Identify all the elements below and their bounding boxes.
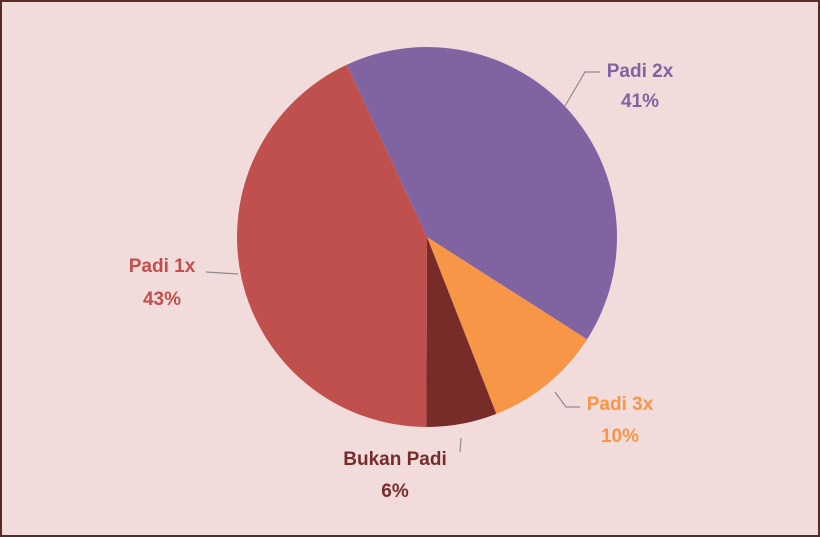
leader-line (554, 391, 580, 408)
pie-slice (426, 237, 497, 427)
pie-slice (346, 46, 618, 340)
slice-value-label: 43% (143, 289, 181, 310)
leader-line (459, 437, 462, 453)
slice-label: Padi 3x (587, 394, 654, 415)
slice-value-label: 41% (621, 91, 659, 112)
slice-label: Bukan Padi (343, 449, 446, 470)
slice-label: Padi 1x (129, 256, 196, 277)
leader-line (564, 71, 600, 107)
pie-slice (237, 64, 427, 427)
pie-slice (427, 237, 588, 414)
slice-value-label: 6% (381, 481, 409, 502)
slice-value-label: 10% (601, 426, 639, 447)
leader-line (205, 271, 239, 275)
slice-label: Padi 2x (607, 61, 674, 82)
